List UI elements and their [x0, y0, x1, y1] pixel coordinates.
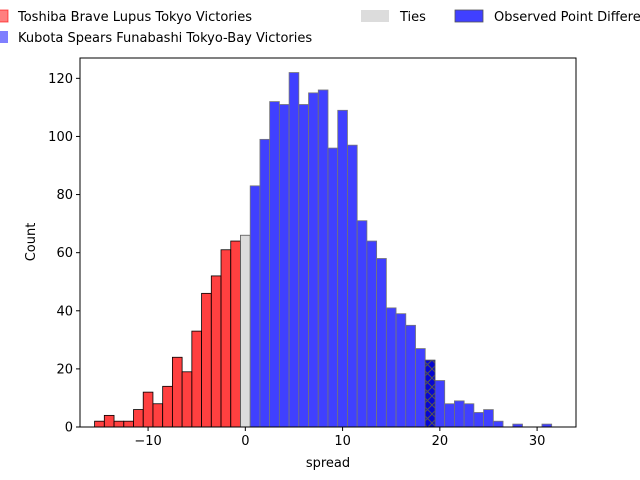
legend-entry-toshiba: Toshiba Brave Lupus Tokyo Victories: [0, 10, 252, 25]
x-axis-label: spread: [306, 456, 350, 471]
y-tick-label: 80: [56, 188, 73, 203]
y-tick-label: 20: [56, 362, 73, 377]
legend-swatch-toshiba: [0, 10, 8, 22]
x-tick-label: 10: [334, 434, 351, 449]
bar-toshiba--6: [182, 372, 192, 427]
bar-kubota-5: [289, 73, 299, 427]
bar-kubota-2: [260, 139, 270, 427]
bar-kubota-25: [484, 410, 494, 427]
bar-toshiba--3: [211, 276, 221, 427]
bar-kubota-23: [464, 404, 474, 427]
bar-kubota-18: [416, 349, 426, 427]
bar-kubota-21: [445, 404, 455, 427]
bar-toshiba--2: [221, 250, 231, 427]
bar-kubota-8: [318, 90, 328, 427]
bar-kubota-26: [493, 421, 503, 427]
bar-kubota-1: [250, 186, 260, 427]
bar-kubota-13: [367, 241, 377, 427]
legend-label-kubota: Kubota Spears Funabashi Tokyo-Bay Victor…: [18, 31, 312, 46]
legend-swatch-ties: [361, 10, 389, 22]
bar-kubota-3: [270, 102, 280, 427]
bar-kubota-14: [377, 258, 387, 427]
bar-kubota-12: [357, 221, 367, 427]
bar-kubota-11: [347, 145, 357, 427]
bar-toshiba--1: [231, 241, 241, 427]
legend-entry-kubota: Kubota Spears Funabashi Tokyo-Bay Victor…: [0, 31, 312, 46]
bar-toshiba--10: [143, 392, 153, 427]
legend-entry-ties: Ties: [361, 10, 426, 25]
bar-kubota-20: [435, 381, 445, 427]
x-axis-ticks: −10 0 10 20 30: [134, 427, 545, 449]
bar-toshiba--15: [95, 421, 105, 427]
y-tick-label: 0: [65, 421, 73, 436]
bar-toshiba--4: [202, 293, 212, 427]
legend: Toshiba Brave Lupus Tokyo Victories Kubo…: [0, 10, 640, 46]
bar-toshiba--13: [114, 421, 124, 427]
bar-kubota-17: [406, 325, 416, 427]
bar-toshiba--7: [172, 357, 182, 427]
y-tick-label: 60: [56, 246, 73, 261]
y-tick-label: 40: [56, 304, 73, 319]
legend-swatch-observed: [455, 10, 483, 22]
bar-toshiba--11: [133, 410, 143, 427]
bar-kubota-15: [386, 308, 396, 427]
x-tick-label: 20: [432, 434, 449, 449]
bar-kubota-10: [338, 110, 348, 427]
bar-kubota-6: [299, 104, 309, 427]
bar-kubota-16: [396, 314, 406, 427]
legend-swatch-kubota: [0, 31, 8, 43]
bar-toshiba--14: [104, 415, 114, 427]
bar-toshiba--8: [163, 386, 173, 427]
bar-toshiba--9: [153, 404, 163, 427]
bar-ties-0: [240, 235, 250, 427]
bar-kubota-22: [454, 401, 464, 427]
bar-kubota-9: [328, 148, 338, 427]
x-tick-label: 0: [241, 434, 249, 449]
bar-kubota-24: [474, 412, 484, 427]
y-axis-ticks: 0 20 40 60 80 100 120: [48, 72, 80, 436]
x-tick-label: 30: [529, 434, 546, 449]
x-tick-label: −10: [134, 434, 161, 449]
bar-kubota-4: [279, 104, 289, 427]
y-tick-label: 100: [48, 130, 73, 145]
legend-label-observed: Observed Point Differential: [494, 10, 640, 25]
legend-entry-observed: Observed Point Differential: [455, 10, 640, 25]
observed-bar-hatch: [425, 360, 435, 427]
legend-label-toshiba: Toshiba Brave Lupus Tokyo Victories: [17, 10, 252, 25]
observed-group: [425, 360, 435, 427]
y-axis-label: Count: [24, 223, 39, 262]
bar-toshiba--5: [192, 331, 202, 427]
y-tick-label: 120: [48, 72, 73, 87]
legend-label-ties: Ties: [399, 10, 426, 25]
bar-toshiba--12: [124, 421, 134, 427]
bar-kubota-7: [309, 93, 319, 427]
